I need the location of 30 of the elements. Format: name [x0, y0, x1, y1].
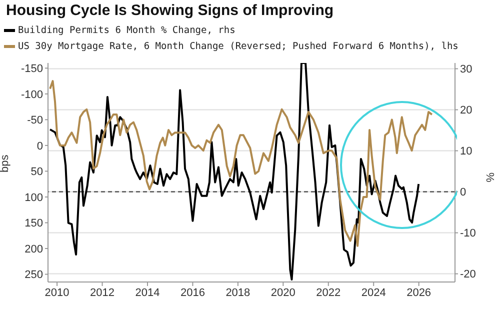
y-tick-label: 200	[24, 243, 43, 256]
y2-tick-label: 30	[460, 64, 472, 76]
y-tick-label: -50	[27, 114, 43, 127]
y-tick-label: -150	[20, 63, 43, 76]
y-tick-label: -100	[20, 88, 43, 101]
legend-label: Building Permits 6 Month % Change, rhs	[18, 24, 236, 36]
x-tick-label: 2016	[180, 286, 205, 299]
y-tick-label: 50	[30, 166, 43, 178]
y-tick-label: 250	[24, 269, 43, 282]
y2-axis-title: %	[484, 172, 497, 182]
y2-tick-label: 20	[460, 104, 472, 117]
y2-tick-label: -20	[460, 268, 476, 281]
y2-tick-label: 10	[460, 146, 472, 158]
line-series	[49, 80, 433, 247]
x-tick-label: 2026	[406, 286, 432, 299]
chart-title: Housing Cycle Is Showing Signs of Improving	[6, 2, 334, 19]
y2-tick-label: 0	[460, 186, 466, 199]
x-tick-label: 2018	[226, 286, 250, 299]
x-tick-label: 2020	[270, 286, 296, 299]
y-tick-label: 0	[36, 140, 43, 152]
y2-tick-label: -10	[460, 228, 476, 240]
x-tick-label: 2024	[361, 286, 386, 299]
x-tick-label: 2014	[135, 286, 160, 299]
x-tick-label: 2022	[316, 286, 341, 299]
x-tick-label: 2010	[44, 286, 70, 299]
y-axis-title: bps	[0, 154, 11, 172]
y-tick-label: 150	[24, 218, 43, 230]
legend-label: US 30y Mortgage Rate, 6 Month Change (Reversed; Pushed Forward 6 Months), lhs	[18, 40, 458, 52]
y-tick-label: 100	[24, 192, 43, 204]
x-tick-label: 2012	[90, 286, 115, 299]
